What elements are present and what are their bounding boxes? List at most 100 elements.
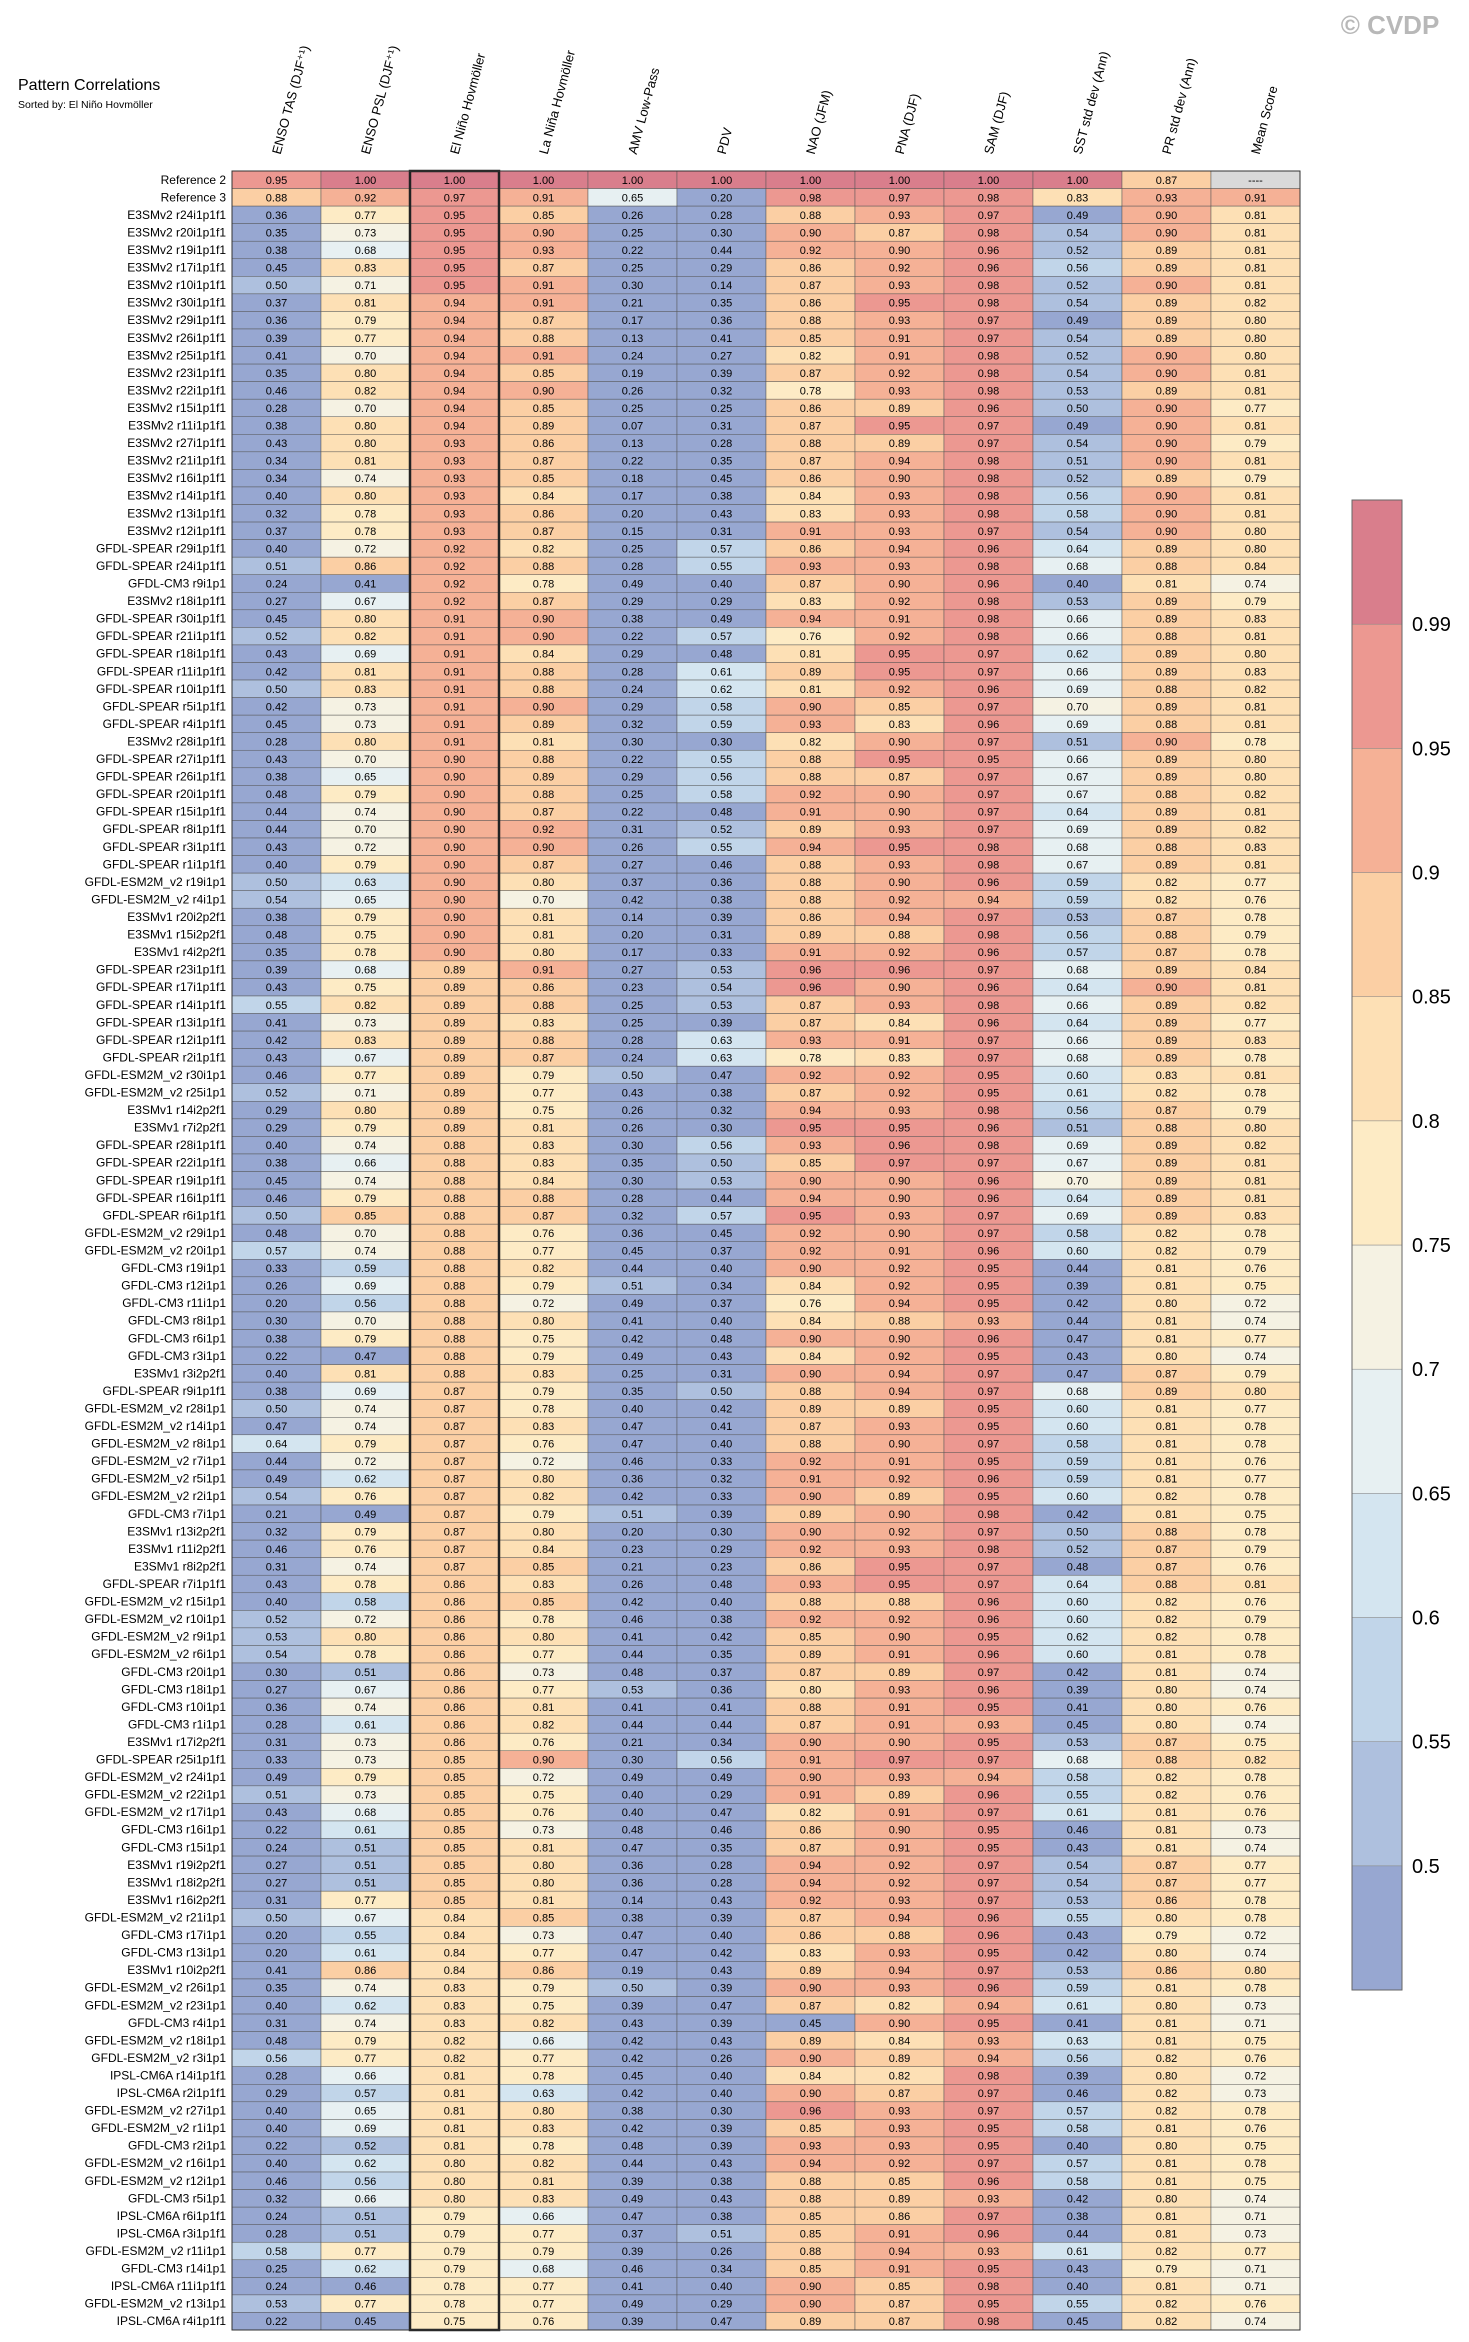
cell-value: 0.80 (1156, 1684, 1177, 1696)
cell-value: 0.89 (889, 2193, 910, 2205)
cell-value: 0.77 (533, 1246, 554, 1258)
cell-value: 0.81 (1245, 421, 1266, 433)
cell-value: 0.32 (266, 1526, 287, 1538)
cell-value: 0.92 (800, 1246, 821, 1258)
cell-value: 0.95 (978, 1298, 999, 1310)
cell-value: 0.58 (355, 1597, 376, 1609)
cell-value: 0.81 (533, 912, 554, 924)
cell-value: 0.81 (533, 1702, 554, 1714)
cell-value: 0.81 (1245, 1175, 1266, 1187)
cell-value: 0.91 (444, 614, 465, 626)
cell-value: 0.90 (444, 772, 465, 784)
cell-value: 0.48 (266, 930, 287, 942)
cell-value: 0.22 (622, 245, 643, 257)
cell-value: 0.53 (266, 2299, 287, 2311)
row-label: GFDL-SPEAR r2i1p1f1 (103, 1050, 227, 1064)
cell-value: 0.90 (800, 1772, 821, 1784)
cell-value: 0.74 (355, 1140, 376, 1152)
cell-value: 0.62 (355, 2000, 376, 2012)
cell-value: 0.87 (533, 1052, 554, 1064)
cell-value: 0.91 (889, 1456, 910, 1468)
cell-value: 0.82 (889, 2070, 910, 2082)
cell-value: 0.53 (622, 1684, 643, 1696)
cell-value: 0.89 (1156, 385, 1177, 397)
row-label: GFDL-CM3 r11i1p1 (122, 1296, 226, 1310)
cell-value: 0.80 (355, 491, 376, 503)
cell-value: 0.61 (355, 1825, 376, 1837)
cell-value: 0.57 (1067, 2158, 1088, 2170)
cell-value: 0.97 (978, 824, 999, 836)
cell-value: 0.81 (533, 1895, 554, 1907)
cell-value: 0.83 (444, 2000, 465, 2012)
cell-value: 0.48 (622, 1825, 643, 1837)
cell-value: 0.95 (978, 2123, 999, 2135)
cell-value: 0.81 (1156, 1333, 1177, 1345)
cell-value: 0.69 (1067, 824, 1088, 836)
cell-value: 0.78 (1245, 1439, 1266, 1451)
cell-value: 0.88 (533, 1000, 554, 1012)
cell-value: 0.49 (711, 1772, 732, 1784)
cell-value: 0.36 (711, 877, 732, 889)
cell-value: 0.87 (800, 1000, 821, 1012)
cell-value: 0.85 (800, 2264, 821, 2276)
cell-value: 0.87 (533, 807, 554, 819)
cell-value: 0.75 (1245, 2176, 1266, 2188)
cell-value: 0.87 (800, 368, 821, 380)
cell-value: 0.97 (978, 1439, 999, 1451)
cell-value: 0.97 (978, 1035, 999, 1047)
cell-value: 0.92 (800, 245, 821, 257)
row-label: GFDL-ESM2M_v2 r13i1p1 (85, 2297, 227, 2311)
cell-value: 0.89 (889, 1790, 910, 1802)
cell-value: 0.40 (711, 2281, 732, 2293)
cell-value: 0.49 (1067, 421, 1088, 433)
cell-value: 0.76 (355, 1544, 376, 1556)
cell-value: 0.42 (622, 2053, 643, 2065)
cell-value: 0.89 (1156, 298, 1177, 310)
cell-value: 0.89 (800, 1403, 821, 1415)
cell-value: 0.91 (889, 333, 910, 345)
cell-value: 0.90 (889, 1333, 910, 1345)
cell-value: 0.60 (1067, 1246, 1088, 1258)
cell-value: 0.87 (444, 1474, 465, 1486)
cell-value: 0.56 (1067, 1105, 1088, 1117)
cell-value: 0.90 (444, 912, 465, 924)
cell-value: 0.82 (1156, 2088, 1177, 2100)
cell-value: 0.80 (533, 1474, 554, 1486)
cell-value: 0.93 (800, 1140, 821, 1152)
cell-value: 0.46 (266, 1544, 287, 1556)
cell-value: 0.24 (266, 578, 287, 590)
row-label: E3SMv1 r7i2p2f1 (134, 1121, 226, 1135)
cell-value: 0.70 (1067, 1175, 1088, 1187)
cell-value: 0.93 (978, 1316, 999, 1328)
cell-value: 0.25 (622, 1000, 643, 1012)
cell-value: 0.81 (1156, 2176, 1177, 2188)
cell-value: 0.95 (889, 1579, 910, 1591)
cell-value: 0.79 (444, 2246, 465, 2258)
cell-value: 0.24 (622, 684, 643, 696)
cell-value: 0.50 (1067, 1526, 1088, 1538)
cell-value: 0.72 (355, 1614, 376, 1626)
cell-value: 0.67 (1067, 772, 1088, 784)
cell-value: 0.64 (1067, 1017, 1088, 1029)
cell-value: 0.83 (444, 1983, 465, 1995)
cell-value: 0.81 (1245, 508, 1266, 520)
row-label: GFDL-CM3 r15i1p1 (121, 1840, 226, 1854)
cell-value: 0.28 (266, 736, 287, 748)
cell-value: 0.44 (711, 1193, 732, 1205)
cell-value: 0.47 (622, 1948, 643, 1960)
cell-value: 0.95 (444, 245, 465, 257)
cell-value: 0.80 (533, 1860, 554, 1872)
cell-value: 0.94 (800, 614, 821, 626)
cell-value: 0.30 (266, 1667, 287, 1679)
cell-value: 0.55 (1067, 1790, 1088, 1802)
row-label: GFDL-SPEAR r5i1p1f1 (103, 699, 227, 713)
cell-value: 0.73 (355, 701, 376, 713)
cell-value: 0.68 (1067, 1755, 1088, 1767)
cell-value: 0.47 (711, 2316, 732, 2328)
cell-value: 0.57 (266, 1246, 287, 1258)
cell-value: 0.51 (355, 1667, 376, 1679)
cell-value: 0.92 (355, 192, 376, 204)
row-label: GFDL-CM3 r4i1p1 (128, 2016, 226, 2030)
cell-value: 0.98 (978, 1105, 999, 1117)
